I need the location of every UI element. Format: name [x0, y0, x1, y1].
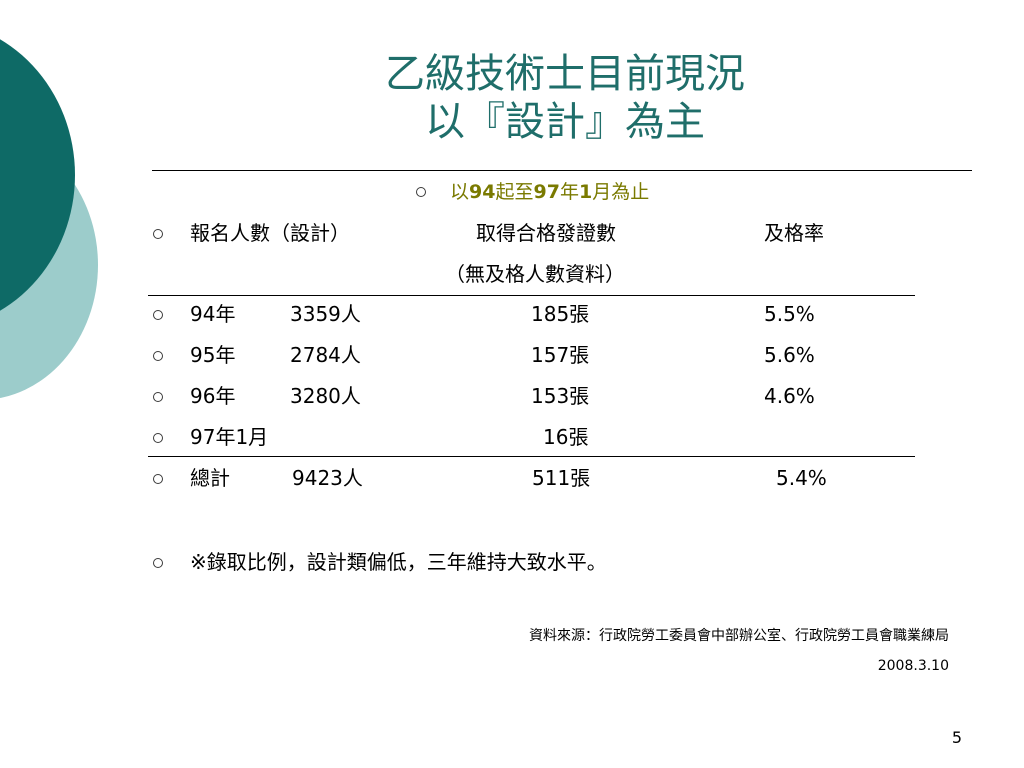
header-note: （無及格人數資料）: [445, 262, 625, 286]
slide-title: 乙級技術士目前現況 以『設計』為主: [300, 50, 830, 146]
row-certificates: 16張: [543, 425, 589, 449]
row-pass-rate: 4.6%: [764, 384, 815, 408]
total-applicants: 9423人: [292, 466, 363, 490]
total-pass-rate: 5.4%: [776, 466, 827, 490]
page-number: 5: [951, 728, 962, 747]
title-line-2: 以『設計』為主: [425, 99, 705, 145]
bullet-icon: [153, 433, 163, 443]
total-certificates: 511張: [532, 466, 591, 490]
row-year: 94年: [190, 302, 236, 326]
total-label: 總計: [190, 466, 230, 490]
row-year: 95年: [190, 343, 236, 367]
admission-note: ※錄取比例，設計類偏低，三年維持大致水平。: [190, 550, 607, 574]
title-divider: [152, 170, 972, 171]
period-subtitle: 以94起至97年1月為止: [450, 181, 650, 203]
header-certificates: 取得合格發證數: [476, 221, 616, 245]
row-certificates: 185張: [531, 302, 590, 326]
row-applicants: 3359人: [290, 302, 361, 326]
header-pass-rate: 及格率: [764, 221, 824, 245]
source-date: 2008.3.10: [877, 658, 949, 674]
bullet-icon: [153, 558, 163, 568]
bullet-icon: [153, 229, 163, 239]
row-pass-rate: 5.5%: [764, 302, 815, 326]
header-divider: [148, 295, 915, 296]
dark-teal-circle: [0, 39, 75, 311]
row-certificates: 153張: [531, 384, 590, 408]
row-certificates: 157張: [531, 343, 590, 367]
bullet-icon: [153, 474, 163, 484]
source-citation: 資料來源：行政院勞工委員會中部辦公室、行政院勞工員會職業練局: [529, 628, 949, 644]
title-line-1: 乙級技術士目前現況: [385, 51, 745, 97]
bullet-icon: [416, 187, 426, 197]
header-applicants: 報名人數（設計）: [190, 221, 350, 245]
total-divider: [148, 456, 915, 457]
row-year: 97年1月: [190, 425, 269, 449]
decorative-circles: [0, 39, 98, 399]
bullet-icon: [153, 392, 163, 402]
bullet-icon: [153, 310, 163, 320]
row-applicants: 2784人: [290, 343, 361, 367]
bullet-icon: [153, 351, 163, 361]
row-pass-rate: 5.6%: [764, 343, 815, 367]
row-applicants: 3280人: [290, 384, 361, 408]
row-year: 96年: [190, 384, 236, 408]
